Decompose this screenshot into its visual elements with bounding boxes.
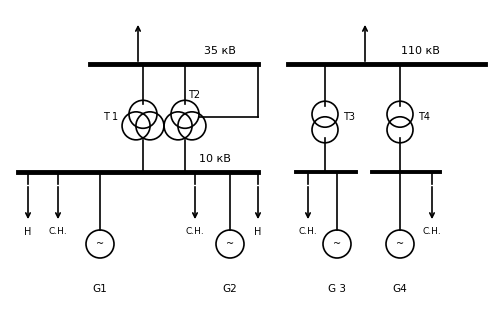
Text: 10 кВ: 10 кВ xyxy=(199,154,231,164)
Text: 35 кВ: 35 кВ xyxy=(204,46,236,56)
Text: С.Н.: С.Н. xyxy=(299,227,318,236)
Text: T3: T3 xyxy=(343,112,355,122)
Text: G4: G4 xyxy=(393,284,407,294)
Text: ~: ~ xyxy=(396,239,404,249)
Text: ~: ~ xyxy=(226,239,234,249)
Text: С.Н.: С.Н. xyxy=(48,227,68,236)
Text: ~: ~ xyxy=(96,239,104,249)
Text: T 1: T 1 xyxy=(103,112,118,122)
Text: ~: ~ xyxy=(333,239,341,249)
Text: T4: T4 xyxy=(418,112,430,122)
Text: G2: G2 xyxy=(223,284,237,294)
Text: T2: T2 xyxy=(188,90,200,100)
Text: С.Н.: С.Н. xyxy=(185,227,205,236)
Text: Н: Н xyxy=(24,227,32,237)
Text: С.Н.: С.Н. xyxy=(423,227,442,236)
Text: 110 кВ: 110 кВ xyxy=(401,46,439,56)
Text: Н: Н xyxy=(255,227,262,237)
Text: G 3: G 3 xyxy=(328,284,346,294)
Text: G1: G1 xyxy=(93,284,107,294)
